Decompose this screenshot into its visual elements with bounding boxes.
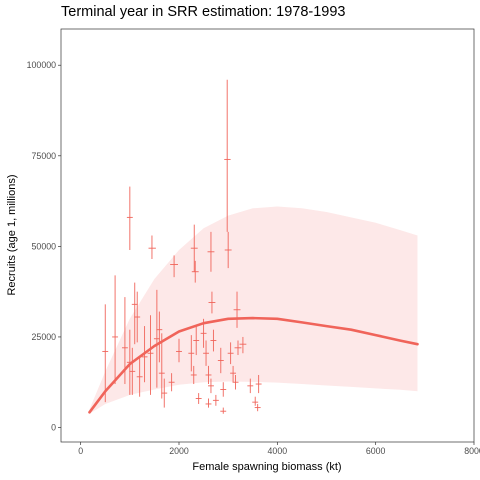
data-point (191, 260, 199, 283)
data-point (158, 333, 165, 399)
data-point (220, 382, 227, 397)
data-point (112, 275, 119, 385)
data-point (176, 338, 182, 363)
y-tick-label: 50000 (32, 241, 57, 251)
x-tick-label: 4000 (268, 446, 288, 456)
data-point (232, 374, 239, 390)
data-point (254, 403, 261, 412)
x-tick-label: 6000 (366, 446, 386, 456)
data-point (224, 231, 232, 269)
y-axis: 0 25000 50000 75000 100000 (27, 60, 61, 433)
data-point (239, 336, 247, 354)
y-axis-title: Recruits (age 1, millions) (6, 174, 18, 295)
data-point (148, 235, 156, 260)
data-point (153, 289, 160, 388)
data-point (233, 291, 241, 328)
data-point (205, 398, 212, 408)
data-point (126, 186, 133, 250)
data-point (230, 365, 237, 383)
data-point (161, 378, 168, 408)
data-point (212, 394, 219, 406)
data-point (205, 365, 212, 385)
data-point (129, 347, 136, 395)
data-point (252, 396, 259, 406)
x-axis-title: Female spawning biomass (kt) (192, 461, 341, 473)
data-point (190, 365, 197, 385)
confidence-ribbon (89, 206, 418, 414)
data-point (217, 347, 224, 374)
data-point (207, 231, 215, 272)
y-tick-label: 25000 (32, 332, 57, 342)
data-point (136, 356, 143, 397)
data-point (203, 340, 209, 366)
data-point (168, 373, 175, 392)
x-tick-label: 0 (78, 446, 83, 456)
data-point (190, 224, 198, 272)
y-tick-label: 75000 (32, 151, 57, 161)
chart-title: Terminal year in SRR estimation: 1978-19… (61, 4, 346, 20)
data-point (220, 407, 227, 414)
data-point (195, 393, 202, 404)
confidence-ribbon-layer (89, 206, 418, 414)
data-point (224, 79, 231, 232)
x-tick-label: 2000 (169, 446, 189, 456)
data-point (208, 291, 216, 314)
fit-curve-layer (88, 316, 419, 414)
data-point (208, 378, 214, 394)
data-point (188, 335, 195, 372)
data-point (255, 374, 262, 394)
data-point (147, 315, 154, 395)
data-point (234, 340, 242, 356)
data-point (102, 304, 109, 403)
data-point (193, 326, 200, 356)
data-point (170, 255, 179, 278)
data-point (131, 282, 138, 345)
data-point (247, 378, 254, 394)
data-point (210, 329, 217, 352)
data-point (156, 311, 163, 363)
y-tick-label: 100000 (27, 60, 56, 70)
data-point (227, 342, 234, 365)
fit-curve (88, 316, 419, 414)
y-tick-label: 0 (51, 423, 56, 433)
data-points-layer (102, 79, 262, 414)
data-point (134, 291, 141, 343)
plot-panel-frame (60, 28, 475, 443)
